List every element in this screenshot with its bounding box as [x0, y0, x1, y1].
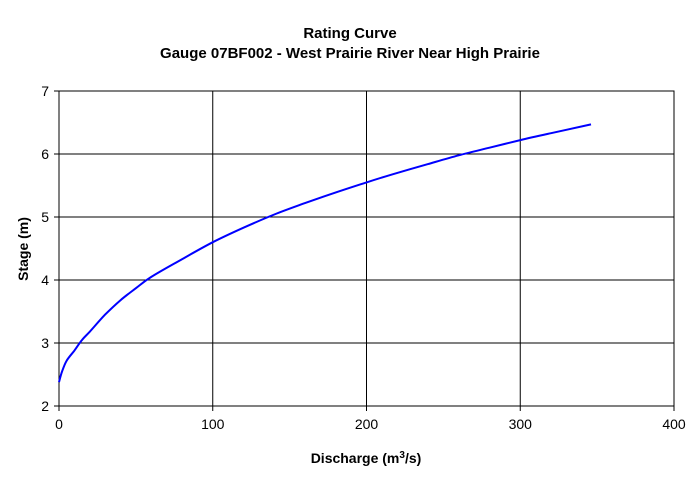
- y-tick-label-2: 4: [41, 272, 49, 288]
- chart-subtitle: Gauge 07BF002 - West Prairie River Near …: [160, 45, 540, 62]
- x-tick-label-1: 100: [201, 416, 225, 432]
- x-tick-label-4: 400: [662, 416, 686, 432]
- gridlines: [58, 90, 675, 407]
- x-axis-label: Discharge (m3/s): [311, 450, 422, 467]
- x-axis-ticks: 0 100 200 300 400: [55, 406, 686, 432]
- y-tick-label-3: 5: [41, 209, 49, 225]
- y-tick-label-1: 3: [41, 335, 49, 351]
- x-tick-label-0: 0: [55, 416, 63, 432]
- x-tick-label-2: 200: [355, 416, 379, 432]
- y-axis-label: Stage (m): [15, 217, 31, 281]
- series-line-rating-curve: [58, 123, 592, 383]
- y-tick-label-4: 6: [41, 146, 49, 162]
- x-tick-label-3: 300: [509, 416, 533, 432]
- y-axis-ticks: 2 3 4 5 6 7: [41, 83, 59, 414]
- chart-title: Rating Curve: [303, 25, 397, 42]
- y-tick-label-0: 2: [41, 398, 49, 414]
- y-tick-label-5: 7: [41, 83, 49, 99]
